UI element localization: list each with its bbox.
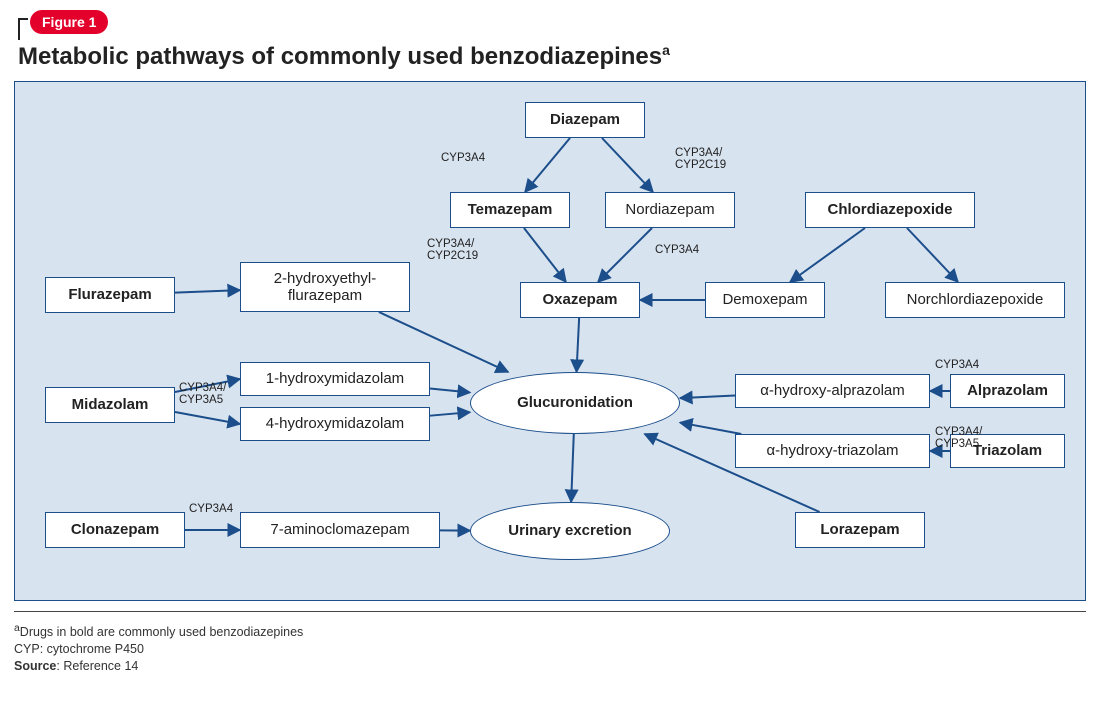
node-oxazepam: Oxazepam (520, 282, 640, 318)
edge-nordiazepam-oxazepam (598, 228, 652, 282)
diagram-canvas: Diazepam Temazepam Nordiazepam Chlordiazepo… (14, 81, 1086, 601)
footnote-a: aDrugs in bold are commonly used benzodi… (14, 623, 1086, 639)
node-glucur: Glucuronidation (470, 372, 680, 434)
figure-title: Metabolic pathways of commonly used benz… (18, 42, 1100, 71)
edge-midazolam-oh4m (175, 412, 240, 424)
node-nordiazepam: Nordiazepam (605, 192, 735, 228)
edge-diazepam-temazepam (525, 138, 570, 192)
edge-flurazepam-hef (175, 290, 240, 292)
edge-chlordiazepoxide-demoxepam (790, 228, 865, 282)
node-oh1m: 1-hydroxymidazolam (240, 362, 430, 396)
node-demoxepam: Demoxepam (705, 282, 825, 318)
title-superscript: a (662, 42, 670, 58)
edge-a-triaz-glucur (680, 423, 741, 434)
node-a-triaz: α-hydroxy-triazolam (735, 434, 930, 468)
edge-oh1m-glucur (430, 389, 470, 393)
node-norchlordiaz: Norchlordiazepoxide (885, 282, 1065, 318)
footnote-cyp: CYP: cytochrome P450 (14, 642, 1086, 656)
node-flurazepam: Flurazepam (45, 277, 175, 313)
edge-chlordiazepoxide-norchlordiaz (907, 228, 958, 282)
node-urinary: Urinary excretion (470, 502, 670, 560)
figure-badge: Figure 1 (30, 10, 108, 34)
node-alprazolam: Alprazolam (950, 374, 1065, 408)
edge-glucur-urinary (571, 434, 574, 502)
node-diazepam: Diazepam (525, 102, 645, 138)
footnotes: aDrugs in bold are commonly used benzodi… (14, 611, 1086, 673)
corner-tick (18, 18, 28, 40)
node-aminocl: 7-aminoclomazepam (240, 512, 440, 548)
edge-oxazepam-glucur (577, 318, 580, 372)
node-chlordiazepoxide: Chlordiazepoxide (805, 192, 975, 228)
edge-label-diazepam-temazepam: CYP3A4 (441, 152, 485, 164)
edge-label-triazolam-a-triaz: CYP3A4/ CYP3A5 (935, 426, 982, 450)
edge-label-diazepam-nordiazepam: CYP3A4/ CYP2C19 (675, 147, 726, 171)
edge-a-alpraz-glucur (680, 396, 735, 399)
edge-label-clonazepam-aminocl: CYP3A4 (189, 503, 233, 515)
node-clonazepam: Clonazepam (45, 512, 185, 548)
footnote-source: Source: Reference 14 (14, 659, 1086, 673)
node-lorazepam: Lorazepam (795, 512, 925, 548)
edge-label-midazolam-oh1m: CYP3A4/ CYP3A5 (179, 382, 226, 406)
node-oh4m: 4-hydroxymidazolam (240, 407, 430, 441)
edge-oh4m-glucur (430, 412, 470, 416)
node-temazepam: Temazepam (450, 192, 570, 228)
title-text: Metabolic pathways of commonly used benz… (18, 43, 662, 70)
edge-diazepam-nordiazepam (602, 138, 653, 192)
node-a-alpraz: α-hydroxy-alprazolam (735, 374, 930, 408)
edge-label-temazepam-oxazepam: CYP3A4/ CYP2C19 (427, 238, 478, 262)
node-midazolam: Midazolam (45, 387, 175, 423)
edge-temazepam-oxazepam (524, 228, 566, 282)
edge-label-alprazolam-a-alpraz: CYP3A4 (935, 359, 979, 371)
edge-label-nordiazepam-oxazepam: CYP3A4 (655, 244, 699, 256)
node-hef: 2-hydroxyethyl-flurazepam (240, 262, 410, 312)
